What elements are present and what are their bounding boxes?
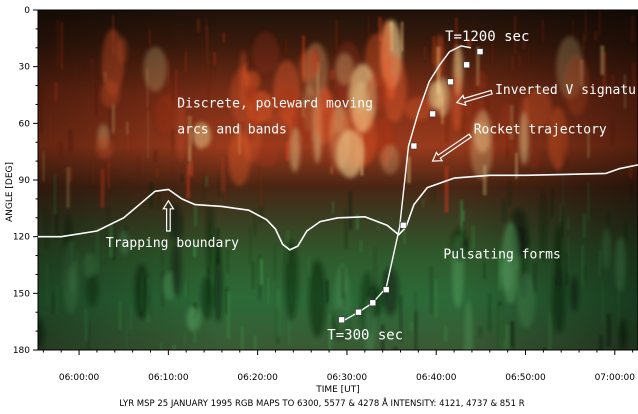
trajectory-marker — [410, 142, 418, 150]
x-tick-label: 06:10:00 — [148, 373, 189, 383]
x-tick-label: 06:30:00 — [327, 373, 368, 383]
annotation-rocket-trajectory: Rocket trajectory — [474, 123, 607, 138]
arrow-shape — [455, 89, 493, 106]
x-tick-label: 06:40:00 — [416, 373, 457, 383]
overlay-lines — [38, 45, 638, 324]
annotation-t1200: T=1200 sec — [445, 29, 529, 45]
figure-caption: LYR MSP 25 JANUARY 1995 RGB MAPS TO 6300… — [119, 397, 524, 409]
y-axis-label: ANGLE [DEG] — [5, 162, 15, 222]
annotations: T=1200 sec Inverted V signature Discrete… — [106, 29, 638, 343]
y-tick-label: 180 — [13, 346, 30, 356]
x-tick-label: 06:00:00 — [59, 373, 100, 383]
texture-streak — [543, 348, 547, 350]
trajectory-marker — [355, 308, 362, 316]
x-axis: 06:00:00 06:10:00 06:20:00 06:30:00 06:40:00… — [42, 350, 636, 383]
y-tick-label: 30 — [19, 63, 31, 73]
x-axis-label: TIME [UT] — [315, 385, 360, 395]
annotation-inverted-v: Inverted V signature — [495, 83, 638, 98]
y-tick-label: 120 — [13, 233, 30, 243]
annotation-discrete-line1: Discrete, poleward moving — [177, 96, 373, 111]
plot-image-area — [38, 10, 638, 350]
x-tick-label: 06:20:00 — [237, 373, 278, 383]
arrow-shape — [162, 199, 175, 232]
x-tick-label: 06:50:00 — [505, 373, 546, 383]
trajectory-marker — [429, 110, 436, 118]
annotation-arrow — [455, 89, 493, 106]
y-tick-label: 0 — [24, 6, 30, 16]
annotation-t300: T=300 sec — [327, 328, 403, 344]
y-axis: 0 30 60 90 120 150 180 — [13, 6, 38, 356]
y-tick-label: 60 — [19, 119, 31, 129]
texture-streak — [393, 347, 398, 350]
trajectory-marker — [338, 316, 345, 324]
trajectory-marker — [382, 286, 390, 293]
annotation-arrow — [431, 133, 473, 162]
trajectory-marker — [447, 78, 454, 86]
trajectory-marker — [476, 48, 484, 55]
trapping-boundary-line — [38, 164, 638, 251]
trajectory-marker — [463, 61, 470, 69]
y-tick-label: 150 — [13, 289, 30, 299]
y-tick-label: 90 — [19, 176, 31, 186]
x-tick-label: 07:00:00 — [595, 373, 636, 383]
arrow-shape — [431, 133, 473, 162]
annotation-discrete-line2: arcs and bands — [177, 123, 287, 138]
trajectory-marker — [369, 299, 377, 307]
trajectory-marker — [399, 222, 407, 229]
annotation-trapping-boundary: Trapping boundary — [106, 236, 239, 251]
annotation-arrow — [162, 199, 175, 232]
annotation-pulsating-forms: Pulsating forms — [443, 247, 560, 262]
